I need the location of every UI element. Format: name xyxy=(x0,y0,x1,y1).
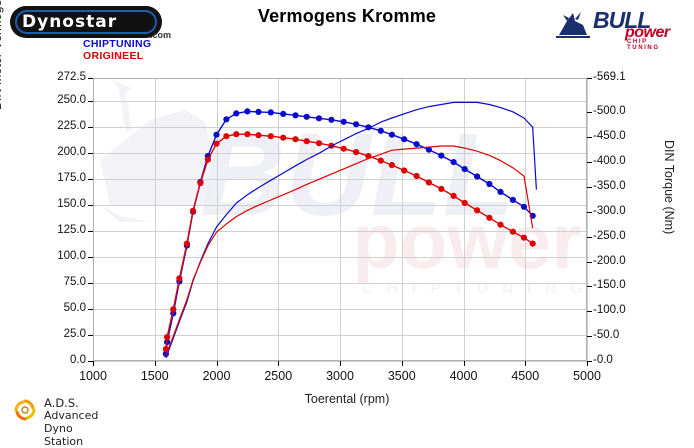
bullpower-tagline: CHIP TUNING xyxy=(627,39,660,51)
x-tick-label: 5000 xyxy=(573,369,601,383)
dynostar-dotcom-text: .com xyxy=(150,30,172,40)
ads-swirl-icon xyxy=(14,399,36,421)
bullpower-power-word: power xyxy=(625,24,670,41)
y-tick-label-left: 175.0 xyxy=(57,172,86,185)
x-tick-label: 2500 xyxy=(264,369,293,383)
y-tick-label-right: -350.0 xyxy=(593,179,626,192)
header: Dynostar .com CHIPTUNING ORIGINEEL Vermo… xyxy=(0,0,694,68)
y-tick-label-left: 200.0 xyxy=(57,146,86,159)
y-tick-label-right: -150.0 xyxy=(593,279,626,292)
y-tick-label-left: 150.0 xyxy=(57,198,86,211)
bull-mark-icon xyxy=(556,12,590,38)
y-tick-label-left: 225.0 xyxy=(57,120,86,133)
plot-area xyxy=(93,78,587,361)
x-tick-label: 3000 xyxy=(326,369,354,383)
y-tick-label-left: 50.0 xyxy=(63,302,86,315)
y-tick-label-left: 125.0 xyxy=(57,224,86,237)
y-tick-label-left: 25.0 xyxy=(63,328,86,341)
y-tick-label-left: 272.5 xyxy=(57,71,86,83)
y-tick-label-right: -250.0 xyxy=(593,229,626,242)
y-tick-label-right: -400.0 xyxy=(593,155,626,168)
y-tick-label-right: -300.0 xyxy=(593,204,626,217)
y-tick-label-right: -200.0 xyxy=(593,254,626,267)
page-title: Vermogens Kromme xyxy=(257,6,437,26)
x-tick-label: 2000 xyxy=(202,369,231,383)
bullpower-word: BULL xyxy=(593,7,651,33)
dynostar-inner-ring xyxy=(15,10,157,34)
dynostar-logo-text: Dynostar xyxy=(22,12,118,32)
y-tick-label-right: -50.0 xyxy=(593,329,620,342)
x-tick-label: 4500 xyxy=(511,369,540,383)
legend-item-chiptuning: CHIPTUNING xyxy=(83,38,152,50)
x-tick-label: 3500 xyxy=(387,369,416,383)
x-tick-label: 4000 xyxy=(449,369,478,383)
bullpower-logo: BULL power CHIP TUNING xyxy=(551,5,683,51)
x-tick-label: 1500 xyxy=(140,369,169,383)
y-axis-label-left: DIN Motor Vermogen (pk) xyxy=(0,0,4,110)
y-tick-label-left: 0.0 xyxy=(70,354,86,366)
y-tick-label-right: -0.0 xyxy=(593,354,613,366)
y-tick-label-right: -500.0 xyxy=(593,105,626,118)
y-tick-label-left: 75.0 xyxy=(63,276,86,289)
y-tick-label-right: -100.0 xyxy=(593,304,626,317)
y-tick-label-left: 100.0 xyxy=(57,250,86,263)
y-tick-label-left: 250.0 xyxy=(57,94,86,107)
ads-subtitle: Advanced Dyno Station xyxy=(44,409,99,448)
y-tick-label-right: -450.0 xyxy=(593,130,626,143)
x-tick-label: 1000 xyxy=(79,369,107,383)
y-tick-label-right: -569.1 xyxy=(593,71,626,83)
dynostar-logo: Dynostar .com xyxy=(10,6,171,40)
legend-item-origineel: ORIGINEEL xyxy=(83,50,144,62)
x-axis-label: Toerental (rpm) xyxy=(304,392,390,406)
ads-title: A.D.S. xyxy=(44,396,79,410)
y-axis-label-right: DIN Torque (Nm) xyxy=(662,140,676,235)
